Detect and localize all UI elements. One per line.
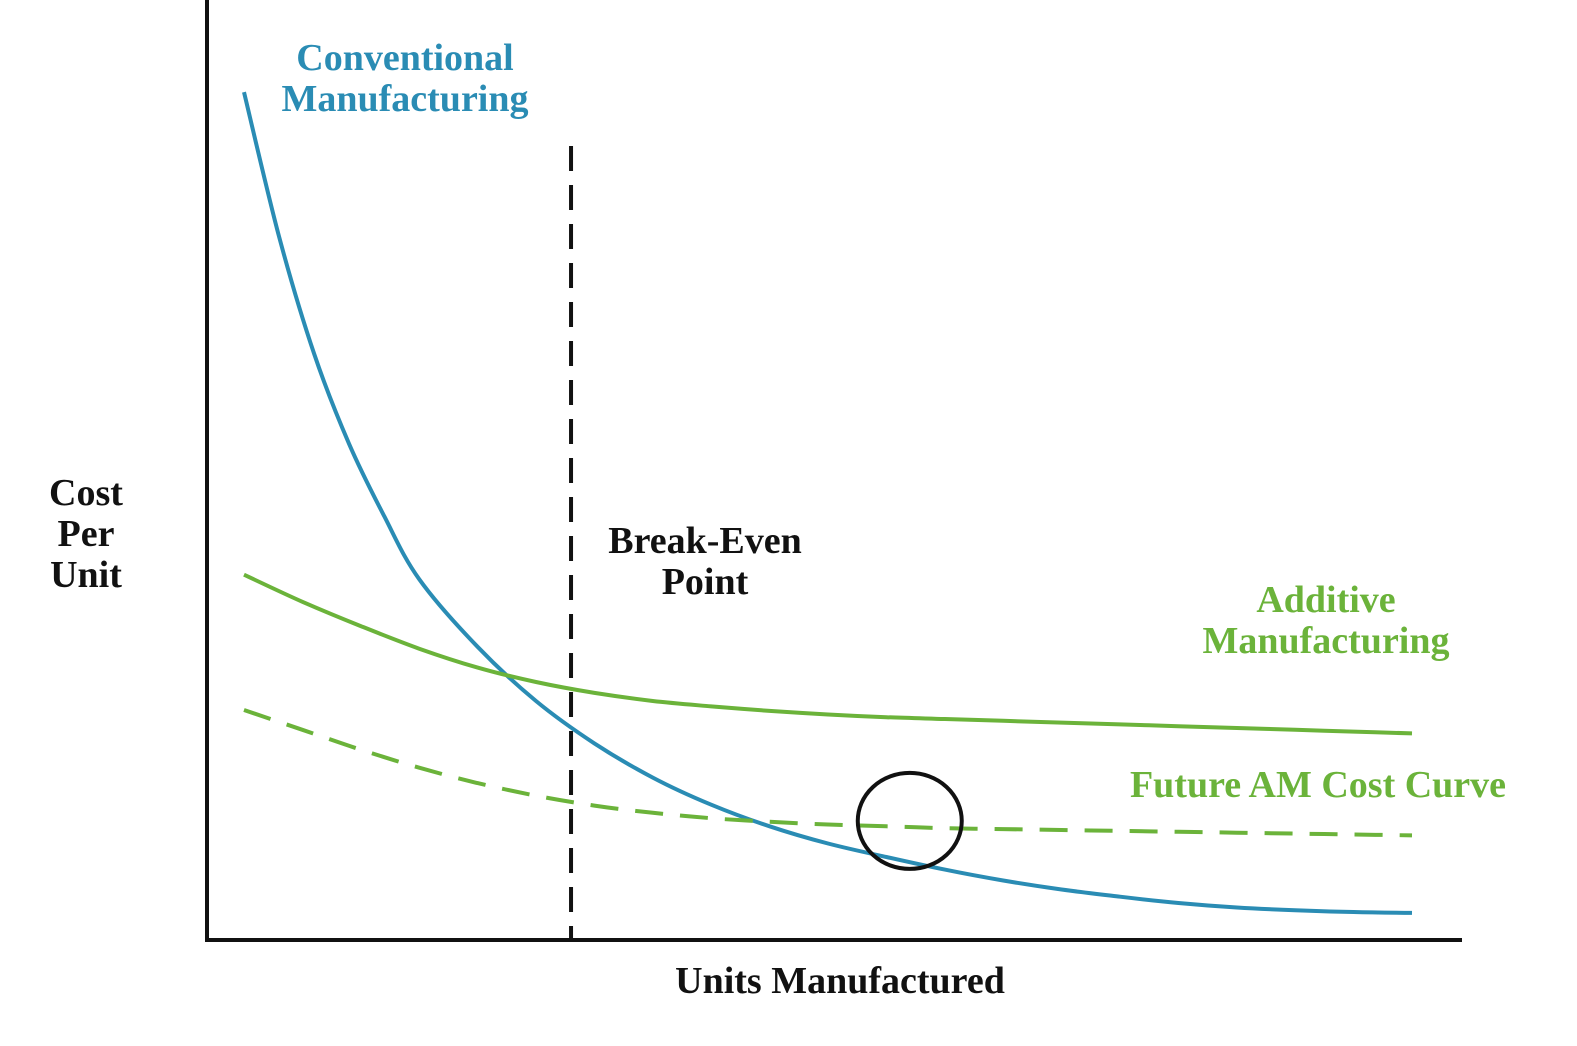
additive-label-line-1: Additive xyxy=(1256,579,1395,621)
series-layer xyxy=(242,91,1413,915)
conventional-label-line-2: Manufacturing xyxy=(282,78,529,120)
y-axis-title-line-2: Per xyxy=(58,513,115,555)
conventional-manufacturing-curve xyxy=(242,91,1413,915)
break-even-label-line-1: Break-Even xyxy=(608,520,802,562)
additive-manufacturing-curve xyxy=(243,572,1413,736)
break-even-label-line-2: Point xyxy=(662,561,749,603)
additive-series-label: Additive Manufacturing xyxy=(1203,579,1450,662)
y-axis-title-line-3: Unit xyxy=(50,554,122,596)
future-am-cost-curve xyxy=(243,708,1413,838)
future-am-series-label: Future AM Cost Curve xyxy=(1130,764,1506,806)
intersection-highlight-circle xyxy=(855,770,964,871)
axes xyxy=(205,0,1462,942)
additive-label-line-2: Manufacturing xyxy=(1203,620,1450,662)
y-axis-title: Cost Per Unit xyxy=(49,472,123,596)
conventional-label-line-1: Conventional xyxy=(296,37,513,79)
conventional-series-label: Conventional Manufacturing xyxy=(282,37,529,120)
break-even-label: Break-Even Point xyxy=(608,520,802,603)
y-axis-title-line-1: Cost xyxy=(49,472,123,514)
x-axis-title: Units Manufactured xyxy=(675,960,1005,1002)
